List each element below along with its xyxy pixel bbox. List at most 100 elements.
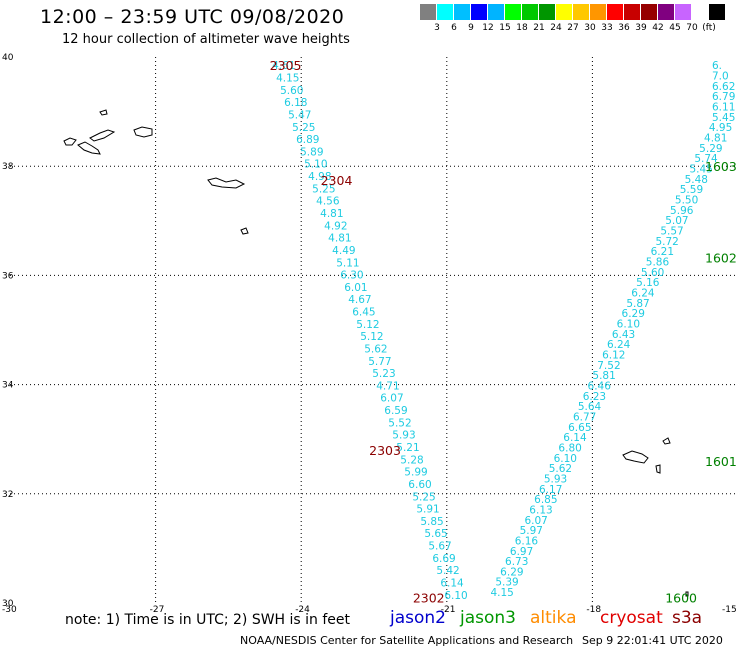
wave-height-value: 5.12 — [356, 319, 379, 331]
wave-height-value: 6.13 — [529, 504, 552, 516]
island-outline — [240, 227, 249, 235]
wave-height-value: 4.56 — [316, 196, 340, 208]
track-id: 1601 — [705, 454, 737, 469]
scale-swatch — [675, 4, 691, 20]
wave-height-value: 6.73 — [505, 556, 528, 568]
island-outline — [622, 450, 649, 464]
wave-height-value: 6.01 — [344, 282, 367, 294]
scale-swatch — [420, 4, 436, 20]
wave-height-value: 4.71 — [376, 380, 399, 392]
x-tick-label: -24 — [295, 605, 310, 615]
axis-tick-labels: -30 -27 -24 -21 -18 -15 40 38 36 34 32 30 — [2, 53, 737, 615]
wave-height-value: 5.89 — [300, 146, 323, 158]
wave-height-value: 5.60 — [280, 85, 303, 97]
wave-height-value: 6.69 — [432, 553, 455, 565]
wave-height-value: 6.17 — [539, 484, 562, 496]
wave-height-value: 5.47 — [288, 109, 311, 121]
x-tick-label: -27 — [150, 605, 165, 615]
scale-label: 3 — [434, 23, 440, 33]
wave-height-value: 5.72 — [655, 236, 678, 248]
scale-swatch — [641, 4, 657, 20]
scale-label: (ft) — [702, 23, 716, 33]
wave-height-value: 6.85 — [534, 494, 557, 506]
wave-height-value: 6.10 — [617, 318, 640, 330]
map-title: 12:00 – 23:59 UTC 09/08/2020 — [40, 6, 345, 28]
wave-height-value: 5.39 — [495, 577, 518, 589]
x-tick-label: -21 — [441, 605, 456, 615]
wave-height-value: 5.25 — [412, 491, 435, 503]
wave-height-value: 5.74 — [694, 153, 718, 165]
track-id: 2305 — [270, 58, 302, 73]
wave-height-value: 5.59 — [680, 184, 703, 196]
scale-swatch — [709, 4, 725, 20]
wave-height-value: 6.23 — [583, 391, 606, 403]
track-id: 1600 — [665, 591, 697, 606]
wave-height-value: 6.16 — [515, 535, 539, 547]
wave-height-value: 5.77 — [368, 356, 391, 368]
scale-swatch — [539, 4, 555, 20]
scale-swatch — [505, 4, 521, 20]
scale-swatch — [522, 4, 538, 20]
wave-height-value: 4.15 — [490, 587, 513, 599]
wave-height-value: 6.18 — [284, 97, 307, 109]
wave-height-value: 6.62 — [712, 81, 735, 93]
wave-height-value: 6.45 — [352, 307, 375, 319]
wave-height-value: 5.86 — [646, 256, 670, 268]
wave-height-value: 5.12 — [360, 331, 383, 343]
wave-height-value: 5.42 — [436, 565, 459, 577]
wave-height-value: 7.0 — [712, 71, 729, 83]
scale-label: 21 — [533, 23, 545, 33]
scale-label: 27 — [567, 23, 579, 33]
island-outline — [99, 109, 108, 116]
wave-height-value: 6.12 — [602, 349, 625, 361]
wave-height-value: 6.10 — [444, 590, 467, 602]
track-id-labels: 2305 2304 2303 2302 1603 1602 1601 1600 — [270, 58, 737, 605]
wave-height-value: 6. — [712, 60, 722, 72]
y-tick-label: 32 — [2, 490, 13, 500]
scale-swatch — [658, 4, 674, 20]
wave-height-value: 5.21 — [396, 442, 419, 454]
wave-height-value: 6.24 — [607, 339, 631, 351]
y-tick-label: 34 — [2, 381, 14, 391]
scale-label: 24 — [550, 23, 562, 33]
altimeter-tracks: 4.614.155.606.185.475.256.895.895.104.98… — [272, 60, 735, 602]
wave-height-value: 5.50 — [675, 194, 698, 206]
wave-height-value: 5.93 — [392, 430, 415, 442]
wave-height-value: 4.15 — [276, 73, 299, 85]
wave-height-value: 6.97 — [510, 546, 533, 558]
track-id: 1603 — [705, 159, 737, 174]
scale-swatch — [437, 4, 453, 20]
x-tick-label: -18 — [586, 605, 601, 615]
scale-swatch — [488, 4, 504, 20]
scale-label: 9 — [468, 23, 474, 33]
scale-label: 39 — [635, 23, 647, 33]
wave-height-value: 6.24 — [631, 287, 655, 299]
wave-height-value: 4.98 — [308, 171, 331, 183]
wave-height-value: 5.99 — [404, 467, 427, 479]
wave-height-value: 5.91 — [416, 504, 439, 516]
wave-height-value: 5.64 — [578, 401, 602, 413]
scale-label: 6 — [451, 23, 457, 33]
island-outline — [685, 591, 689, 597]
island-outline — [77, 141, 101, 155]
wave-height-value: 6.14 — [563, 432, 587, 444]
wave-height-value: 4.81 — [704, 133, 727, 145]
wave-height-value: 5.96 — [670, 205, 694, 217]
wave-height-value: 5.97 — [520, 525, 543, 537]
island-outline — [207, 177, 246, 189]
scale-label: 15 — [499, 23, 511, 33]
scale-swatch — [454, 4, 470, 20]
scale-swatch — [471, 4, 487, 20]
track-id: 2302 — [413, 591, 445, 606]
wave-height-value: 6.11 — [712, 102, 735, 114]
wave-height-value: 5.85 — [420, 516, 443, 528]
wave-height-value: 5.62 — [364, 343, 387, 355]
scale-swatch — [590, 4, 606, 20]
scale-label: 70 — [686, 23, 698, 33]
scale-label: 36 — [618, 23, 630, 33]
wave-height-value: 6.65 — [568, 422, 591, 434]
island-outline — [655, 464, 661, 474]
scale-label: 30 — [584, 23, 596, 33]
wave-height-value: 6.29 — [500, 566, 523, 578]
